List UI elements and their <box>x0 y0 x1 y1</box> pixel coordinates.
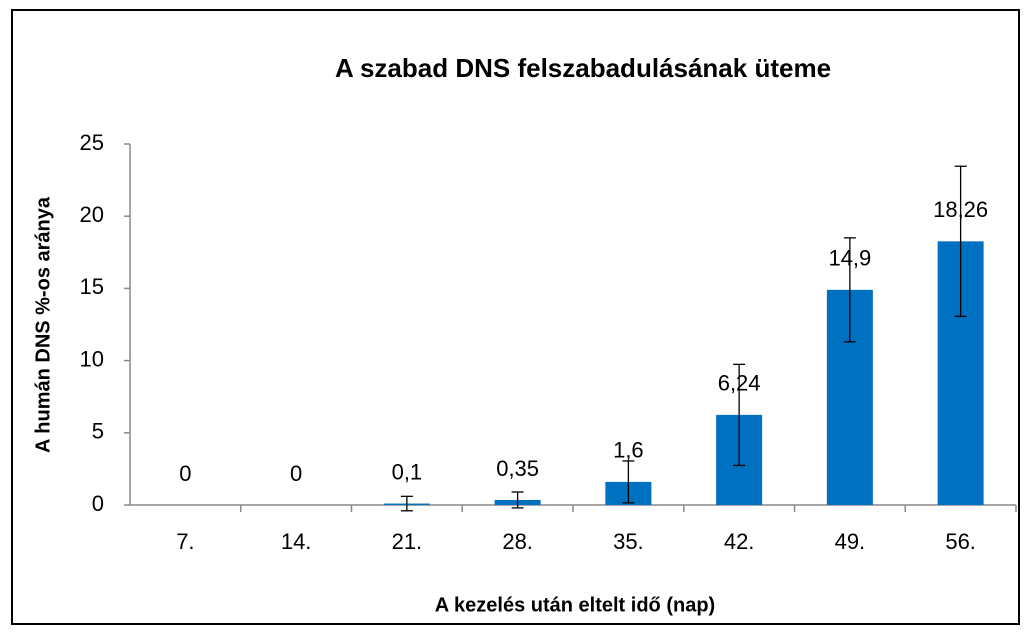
data-label: 0,35 <box>496 456 539 481</box>
y-tick-label: 25 <box>80 130 104 155</box>
x-tick-label: 21. <box>392 529 423 554</box>
x-tick-label: 35. <box>613 529 644 554</box>
y-tick-label: 5 <box>92 419 104 444</box>
x-axis-title: A kezelés után eltelt idő (nap) <box>435 594 715 616</box>
x-tick-label: 42. <box>724 529 755 554</box>
y-tick-label: 15 <box>80 274 104 299</box>
x-tick-label: 56. <box>945 529 976 554</box>
data-label: 0 <box>290 461 302 486</box>
x-tick-label: 49. <box>835 529 866 554</box>
y-tick-label: 10 <box>80 346 104 371</box>
data-label: 1,6 <box>613 438 644 463</box>
data-label: 6,24 <box>718 371 761 396</box>
x-tick-label: 28. <box>502 529 533 554</box>
data-label: 14,9 <box>828 246 871 271</box>
data-label: 18,26 <box>933 197 988 222</box>
x-tick-label: 7. <box>176 529 194 554</box>
chart-title: A szabad DNS felszabadulásának üteme <box>335 53 831 83</box>
y-axis-title: A humán DNS %-os aránya <box>32 196 54 453</box>
y-tick-label: 20 <box>80 202 104 227</box>
y-tick-label: 0 <box>92 491 104 516</box>
data-label: 0,1 <box>392 459 423 484</box>
data-label: 0 <box>179 461 191 486</box>
x-tick-label: 14. <box>281 529 312 554</box>
